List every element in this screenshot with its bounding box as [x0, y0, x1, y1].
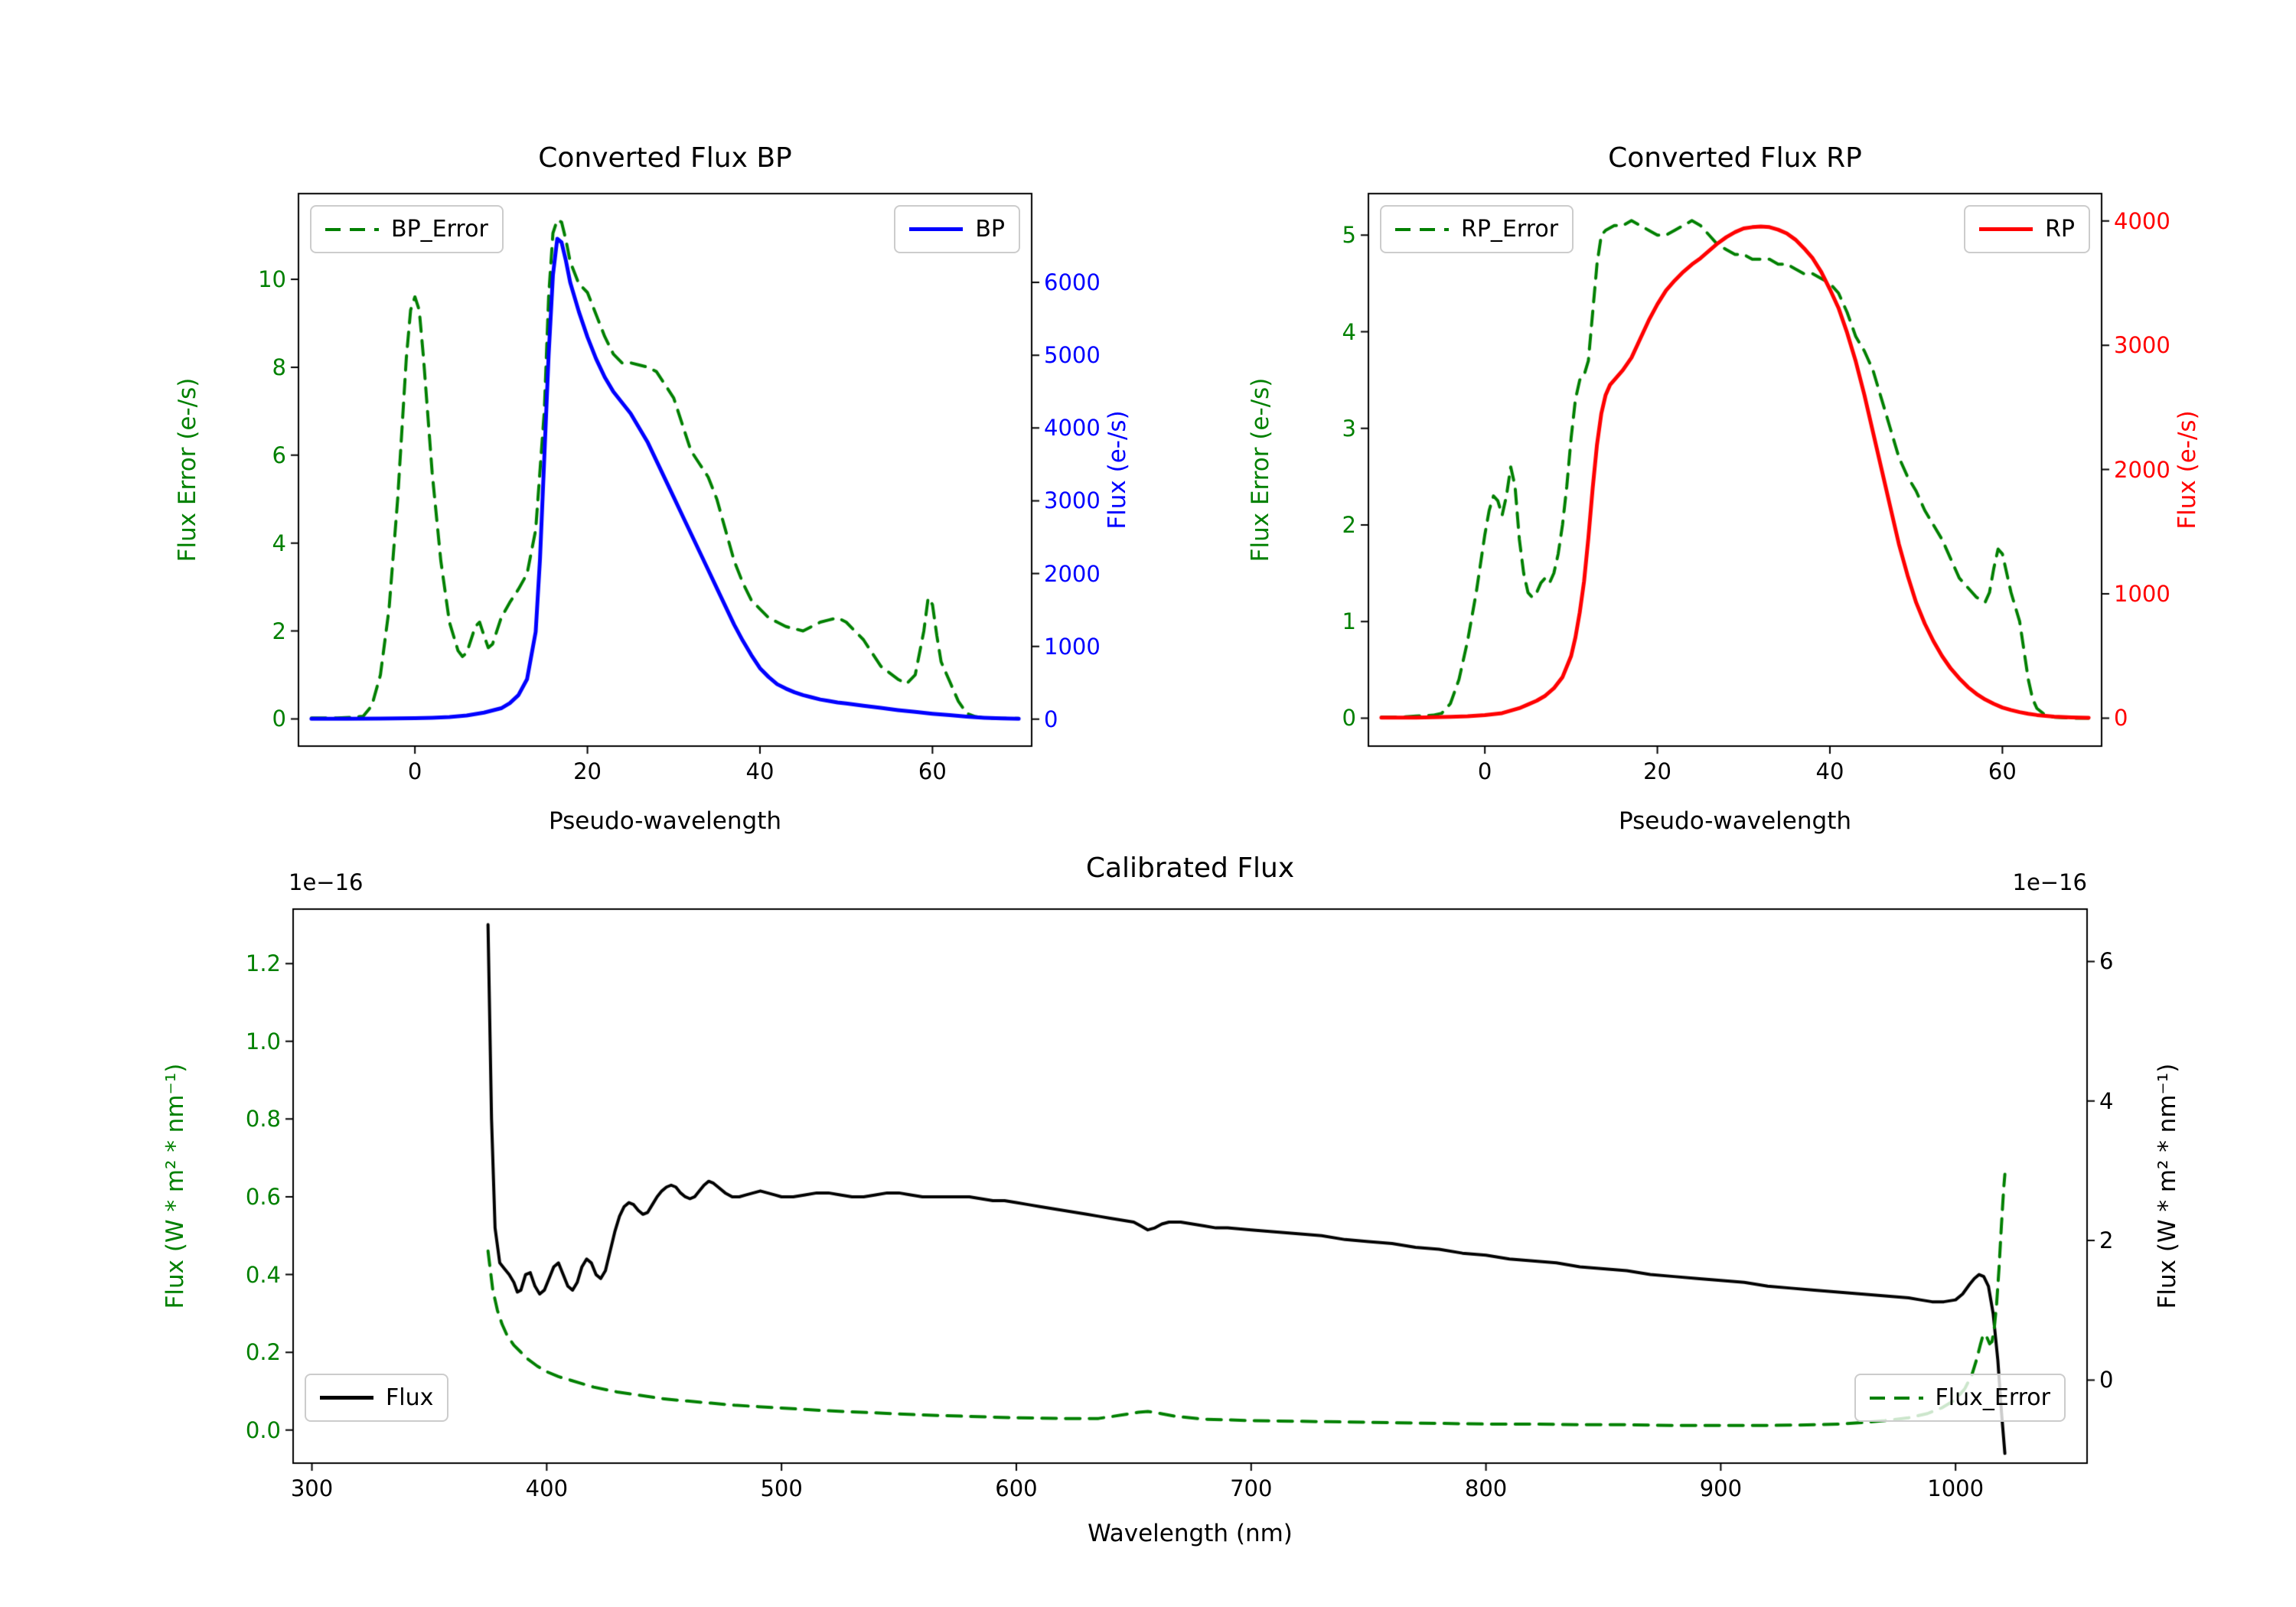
figure-canvas: [0, 0, 2296, 1607]
figure: Converted Flux BP Flux Error (e-/s) Flux…: [0, 0, 2296, 1607]
